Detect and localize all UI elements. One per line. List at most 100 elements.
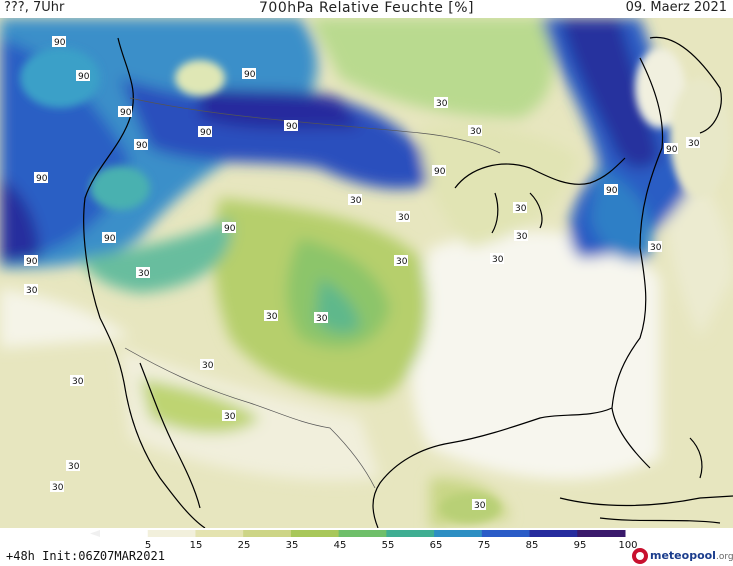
legend-swatch: [338, 530, 387, 537]
svg-text:90: 90: [224, 224, 236, 234]
contour-label: 30: [200, 359, 214, 371]
legend-tick-label: 85: [526, 540, 539, 550]
svg-text:90: 90: [26, 257, 38, 267]
svg-text:30: 30: [350, 196, 362, 206]
contour-label: 90: [604, 184, 618, 196]
contour-label: 90: [76, 70, 90, 82]
legend-swatch: [386, 530, 435, 537]
contour-label: 90: [102, 232, 116, 244]
contour-label: 30: [70, 375, 84, 387]
contour-label: 90: [284, 120, 298, 132]
svg-text:30: 30: [515, 204, 527, 214]
legend-tick-label: 35: [286, 540, 299, 550]
contour-label: 30: [24, 284, 38, 296]
logo-text: meteopool.org: [650, 549, 733, 562]
legend-swatch: [434, 530, 483, 537]
legend-swatch: [577, 530, 626, 537]
contour-label: 90: [34, 172, 48, 184]
svg-text:30: 30: [202, 361, 214, 371]
svg-text:90: 90: [78, 72, 90, 82]
contour-label: 90: [52, 36, 66, 48]
svg-text:30: 30: [72, 377, 84, 387]
legend-swatch: [481, 530, 531, 537]
contour-label: 90: [242, 68, 256, 80]
legend-tick-label: 65: [430, 540, 443, 550]
color-legend: 5 15 25 35 45 55 65 75 85 95 100: [0, 528, 733, 566]
svg-text:30: 30: [266, 312, 278, 322]
legend-swatch: [147, 530, 196, 537]
svg-text:30: 30: [52, 483, 64, 493]
legend-swatch: [243, 530, 292, 537]
contour-label: 30: [648, 241, 662, 253]
contour-label: 30: [348, 194, 362, 206]
contour-label: 90: [118, 106, 132, 118]
logo-mark-icon: [632, 548, 648, 564]
legend-tick-label: 15: [190, 540, 203, 550]
contour-label: 30: [314, 312, 328, 324]
legend-tick-label: 100: [618, 540, 637, 550]
svg-text:30: 30: [688, 139, 700, 149]
legend-swatch: [195, 530, 244, 537]
valid-time-label: ???, 7Uhr: [4, 0, 65, 15]
legend-swatch: [290, 530, 340, 537]
svg-text:30: 30: [138, 269, 150, 279]
contour-label: 30: [434, 97, 448, 109]
contour-label: 90: [134, 139, 148, 151]
meteopool-logo[interactable]: meteopool.org: [632, 546, 733, 566]
contour-label: 90: [664, 143, 678, 155]
svg-text:30: 30: [474, 501, 486, 511]
legend-swatch: [529, 530, 578, 537]
svg-text:30: 30: [516, 232, 528, 242]
svg-text:30: 30: [26, 286, 38, 296]
legend-tick-label: 75: [478, 540, 491, 550]
svg-text:90: 90: [136, 141, 148, 151]
legend-arrow-left: [90, 530, 100, 537]
contour-labels: 90 90 90 90 90 90 90 90 90 90 90 90 90 9…: [24, 36, 700, 511]
contour-label: 90: [118, 109, 130, 119]
humidity-map: 90 90 90 90 90 90 90 90 90 90 90 90 90 9…: [0, 18, 733, 528]
svg-text:90: 90: [666, 145, 678, 155]
legend-tick-label: 55: [382, 540, 395, 550]
contour-label: 30: [472, 499, 486, 511]
svg-text:30: 30: [396, 257, 408, 267]
contour-label: 30: [222, 410, 236, 422]
contour-label: 30: [394, 255, 408, 267]
svg-text:30: 30: [398, 213, 410, 223]
contour-label: 30: [490, 253, 504, 265]
contour-label: 90: [24, 255, 38, 267]
svg-text:30: 30: [470, 127, 482, 137]
svg-text:30: 30: [316, 314, 328, 324]
svg-text:30: 30: [492, 255, 504, 265]
valid-date-label: 09. Maerz 2021: [625, 0, 727, 15]
svg-text:30: 30: [650, 243, 662, 253]
legend-tick-label: 95: [574, 540, 587, 550]
contour-label: 30: [264, 310, 278, 322]
coastlines: [83, 36, 733, 528]
svg-text:30: 30: [436, 99, 448, 109]
contour-label: 30: [686, 137, 700, 149]
legend-tick-label: 5: [145, 540, 151, 550]
legend-tick-label: 45: [334, 540, 347, 550]
contour-label: 30: [468, 125, 482, 137]
contour-label: 30: [136, 267, 150, 279]
model-run-info: +48h Init:06Z07MAR2021: [6, 549, 165, 563]
humidity-map-canvas: 90 90 90 90 90 90 90 90 90 90 90 90 90 9…: [0, 18, 733, 528]
contour-label: 30: [513, 202, 527, 214]
svg-text:90: 90: [286, 122, 298, 132]
svg-text:90: 90: [104, 234, 116, 244]
svg-text:90: 90: [120, 108, 132, 118]
svg-text:90: 90: [606, 186, 618, 196]
map-title: 700hPa Relative Feuchte [%]: [259, 0, 474, 16]
contour-label: 30: [396, 211, 410, 223]
map-header: ???, 7Uhr 700hPa Relative Feuchte [%] 09…: [0, 0, 733, 18]
political-borders: [124, 97, 501, 489]
svg-text:90: 90: [244, 70, 256, 80]
svg-text:30: 30: [68, 462, 80, 472]
humidity-detail: [20, 48, 730, 523]
contour-label: 90: [222, 222, 236, 234]
contour-label: 30: [514, 230, 528, 242]
contour-label: 90: [432, 165, 446, 177]
contour-label: 30: [50, 481, 64, 493]
svg-text:90: 90: [54, 38, 66, 48]
svg-text:90: 90: [200, 128, 212, 138]
